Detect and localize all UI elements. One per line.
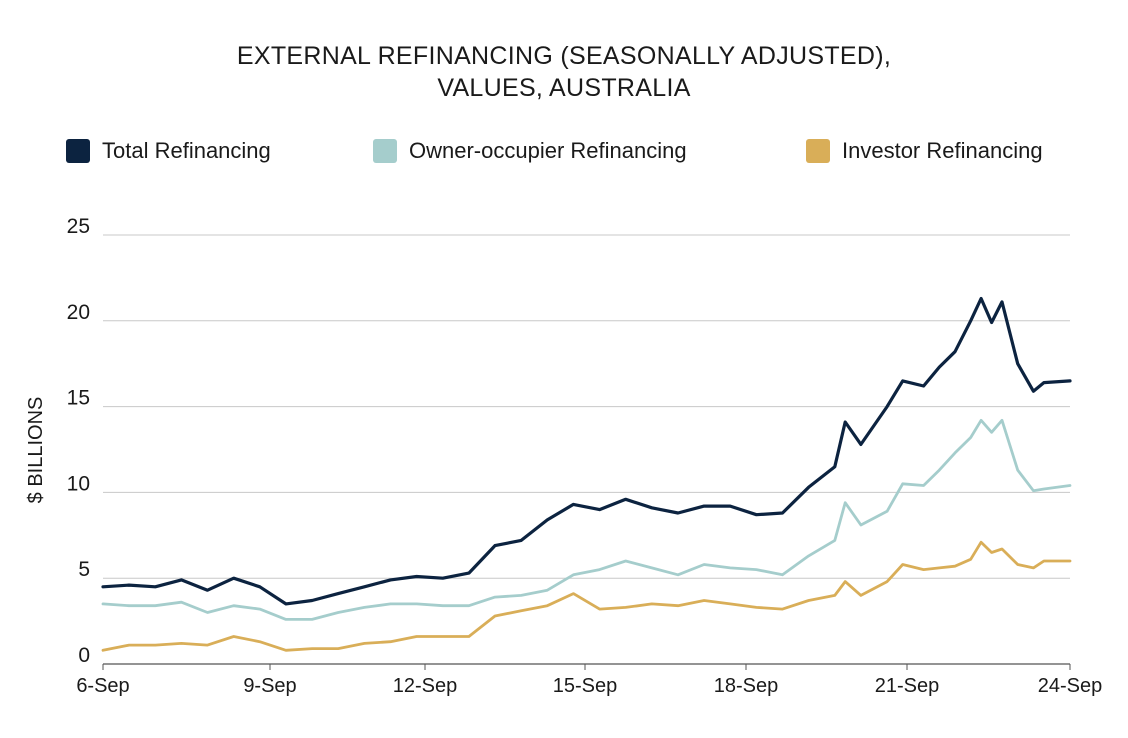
x-tick-label-18-Sep: 18-Sep <box>714 675 779 697</box>
legend-label-investor: Investor Refinancing <box>842 138 1043 163</box>
y-tick-label-20: 20 <box>67 301 90 324</box>
legend-item-investor: Investor Refinancing <box>806 138 1043 164</box>
legend-swatch-investor <box>806 139 830 163</box>
series-line-investor-refinancing <box>101 540 1072 652</box>
x-tick-label-12-Sep: 12-Sep <box>393 675 458 697</box>
legend-label-total: Total Refinancing <box>102 138 271 163</box>
x-tick-label-9-Sep: 9-Sep <box>243 675 296 697</box>
legend-swatch-total <box>66 139 90 163</box>
legend-item-total: Total Refinancing <box>66 138 271 164</box>
x-tick-label-6-Sep: 6-Sep <box>76 675 129 697</box>
y-axis-label: $ BILLIONS <box>25 397 47 504</box>
y-tick-label-0: 0 <box>78 644 90 667</box>
y-tick-label-15: 15 <box>67 387 90 410</box>
legend-label-owner-occupier: Owner-occupier Refinancing <box>409 138 687 163</box>
series-line-total-refinancing <box>101 296 1072 606</box>
y-tick-label-5: 5 <box>78 558 90 581</box>
y-tick-label-25: 25 <box>67 215 90 238</box>
chart-title-line-2: VALUES, AUSTRALIA <box>437 74 691 102</box>
legend: Total Refinancing Owner-occupier Refinan… <box>0 138 1128 168</box>
x-tick-label-21-Sep: 21-Sep <box>875 675 940 697</box>
x-tick-label-15-Sep: 15-Sep <box>553 675 618 697</box>
series-line-owner-occupier-refinancing <box>101 418 1072 621</box>
chart-title: EXTERNAL REFINANCING (SEASONALLY ADJUSTE… <box>0 40 1128 104</box>
legend-swatch-owner-occupier <box>373 139 397 163</box>
chart-title-line-1: EXTERNAL REFINANCING (SEASONALLY ADJUSTE… <box>236 42 892 70</box>
y-tick-label-10: 10 <box>67 472 90 495</box>
x-tick-label-24-Sep: 24-Sep <box>1038 675 1103 697</box>
legend-item-owner-occupier: Owner-occupier Refinancing <box>373 138 687 164</box>
